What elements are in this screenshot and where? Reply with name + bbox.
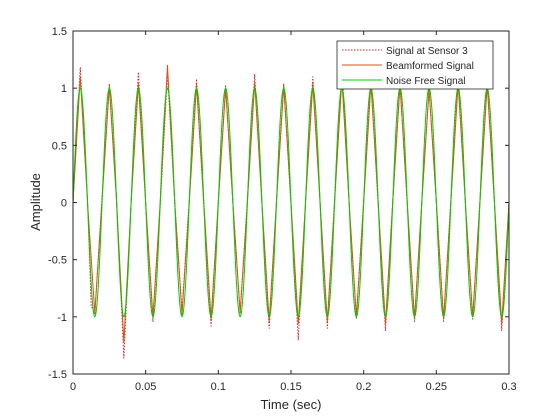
y-tick-label: -0.5 xyxy=(48,255,67,267)
y-tick-label: 1 xyxy=(61,83,67,95)
x-tick-label: 0.1 xyxy=(211,381,226,393)
series-noise-free xyxy=(72,87,510,318)
x-tick-label: 0.15 xyxy=(280,381,301,393)
x-tick-label: 0.3 xyxy=(501,381,516,393)
y-axis-label: Amplitude xyxy=(28,173,43,231)
legend-label-noise-free: Noise Free Signal xyxy=(386,76,465,87)
x-tick-label: 0.25 xyxy=(426,381,447,393)
y-tick-label: 1.5 xyxy=(52,26,67,38)
y-tick-label: 0 xyxy=(61,198,67,210)
x-tick-label: 0.2 xyxy=(356,381,371,393)
x-tick-label: 0 xyxy=(70,381,76,393)
y-tick-label: 0.5 xyxy=(52,140,67,152)
legend-label-sensor: Signal at Sensor 3 xyxy=(386,46,468,57)
legend-label-beamformed: Beamformed Signal xyxy=(386,61,474,72)
x-axis-label: Time (sec) xyxy=(261,397,322,412)
ticks-layer: 0 0.05 0.1 0.15 0.2 0.25 0.3 -1.5 -1 -0.5 0 0.5 1 1.5 xyxy=(48,26,517,393)
y-tick-label: -1.5 xyxy=(48,369,67,381)
legend: Signal at Sensor 3 Beamformed Signal Noi… xyxy=(336,40,494,90)
y-tick-label: -1 xyxy=(57,312,67,324)
x-tick-label: 0.05 xyxy=(135,381,156,393)
series-layer xyxy=(72,64,510,359)
